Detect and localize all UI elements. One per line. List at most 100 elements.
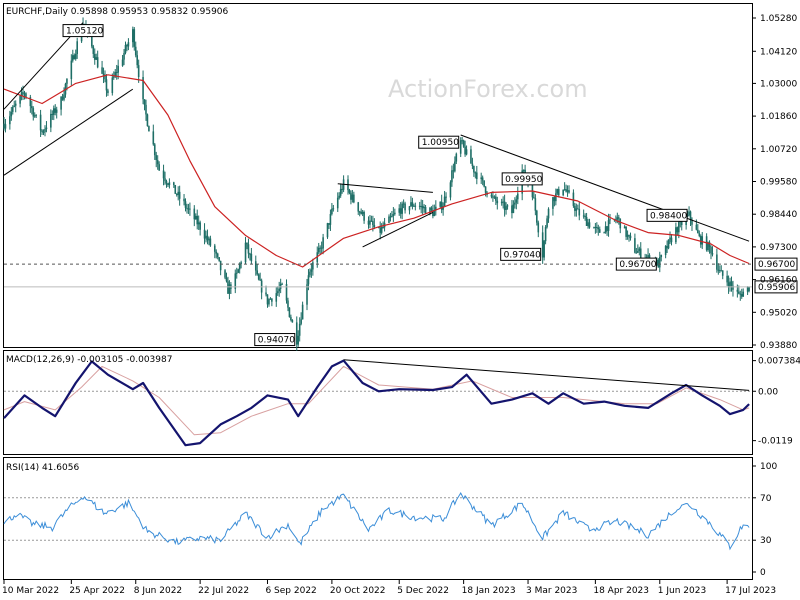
candle-body xyxy=(71,55,74,61)
candle-body xyxy=(117,65,119,73)
candle-body xyxy=(678,222,680,233)
candle-body xyxy=(307,275,310,285)
candle-body xyxy=(408,206,411,211)
candle-body xyxy=(156,160,159,165)
candle-body xyxy=(667,239,670,249)
candle-body xyxy=(268,299,270,305)
candle-body xyxy=(350,192,352,200)
price-y-tick-label: 1.03000 xyxy=(760,79,797,89)
candle-body xyxy=(218,257,220,261)
candle-body xyxy=(536,210,538,223)
candle-body xyxy=(52,108,55,116)
x-tick-label: 3 Mar 2023 xyxy=(526,586,577,596)
candle-body xyxy=(278,288,280,292)
candle-body xyxy=(729,281,731,288)
macd-layer: 0.007384 0.00 -0.0119 xyxy=(3,357,800,447)
candle-body xyxy=(572,192,575,206)
candle-body xyxy=(238,263,241,270)
candle-body xyxy=(462,140,465,147)
candle-body xyxy=(582,215,585,217)
price-label-box xyxy=(615,257,657,271)
macd-pane-frame xyxy=(3,350,753,455)
candle-body xyxy=(726,275,728,283)
candle-body xyxy=(716,254,718,270)
candle-body xyxy=(285,284,288,301)
candle-body xyxy=(689,211,692,220)
candle-body xyxy=(565,189,567,192)
candle-body xyxy=(707,242,709,251)
candle-body xyxy=(275,293,278,302)
candle-body xyxy=(96,57,99,68)
candle-body xyxy=(516,193,519,200)
candle-body xyxy=(546,218,548,228)
candle-body xyxy=(739,293,742,295)
candle-body xyxy=(158,164,160,171)
candle-body xyxy=(534,198,537,211)
candle-body xyxy=(584,215,586,217)
candle-body xyxy=(300,319,302,324)
candle-body xyxy=(209,238,212,246)
candle-body xyxy=(92,46,95,54)
candle-body xyxy=(638,248,641,252)
candle-body xyxy=(167,183,169,186)
candle-body xyxy=(401,203,403,214)
candle-body xyxy=(432,210,434,217)
candle-body xyxy=(669,237,671,240)
candle-body xyxy=(459,140,462,154)
candle-body xyxy=(639,248,642,259)
candle-body xyxy=(73,55,76,60)
candle-body xyxy=(32,108,35,117)
candle-body xyxy=(699,235,702,245)
candle-body xyxy=(23,93,26,95)
candle-body xyxy=(380,227,383,233)
candle-body xyxy=(246,242,248,245)
candle-body xyxy=(363,211,365,221)
candle-body xyxy=(143,99,146,105)
candle-body xyxy=(320,247,323,249)
candle-body xyxy=(136,55,139,66)
candle-body xyxy=(552,197,554,209)
candle-body xyxy=(452,170,455,172)
candle-body xyxy=(14,103,17,106)
candle-body xyxy=(720,270,723,272)
candle-body xyxy=(312,262,314,270)
candle-body xyxy=(369,220,371,225)
candle-body xyxy=(332,208,335,210)
hline-price-tag: 0.96700 xyxy=(758,260,795,270)
candle-body xyxy=(604,226,607,233)
rsi-y-tick-label: 0 xyxy=(760,568,766,578)
candle-body xyxy=(249,253,251,255)
rsi-layer: 100 70 30 0 xyxy=(3,462,777,578)
candle-body xyxy=(205,235,207,239)
candle-body xyxy=(634,238,636,253)
candle-body xyxy=(155,155,158,161)
candle-body xyxy=(137,65,140,78)
candle-body xyxy=(290,317,292,321)
candle-body xyxy=(174,184,177,194)
candle-body xyxy=(742,291,745,297)
candle-body xyxy=(35,114,38,116)
candle-body xyxy=(193,208,196,220)
candle-body xyxy=(142,77,144,100)
price-label: 0.99950 xyxy=(505,175,542,185)
candle-body xyxy=(153,144,156,156)
candle-body xyxy=(11,106,14,112)
candle-body xyxy=(20,92,23,96)
candle-body xyxy=(351,194,354,200)
candle-body xyxy=(29,97,32,107)
candle-body xyxy=(701,236,704,245)
candle-body xyxy=(730,281,733,286)
candle-body xyxy=(688,211,690,215)
candle-body xyxy=(740,294,743,297)
candle-body xyxy=(574,205,576,211)
price-y-tick-label: 0.96160 xyxy=(760,276,797,286)
moving-average-line xyxy=(3,74,750,268)
price-y-tick-label: 1.04120 xyxy=(760,47,797,57)
price-label: 1.05120 xyxy=(66,27,103,37)
candle-body xyxy=(481,177,484,181)
rsi-pane-frame xyxy=(3,457,753,580)
candle-body xyxy=(629,235,632,239)
candle-body xyxy=(112,76,115,78)
macd-signal-line xyxy=(3,365,750,436)
candle-body xyxy=(184,201,187,208)
